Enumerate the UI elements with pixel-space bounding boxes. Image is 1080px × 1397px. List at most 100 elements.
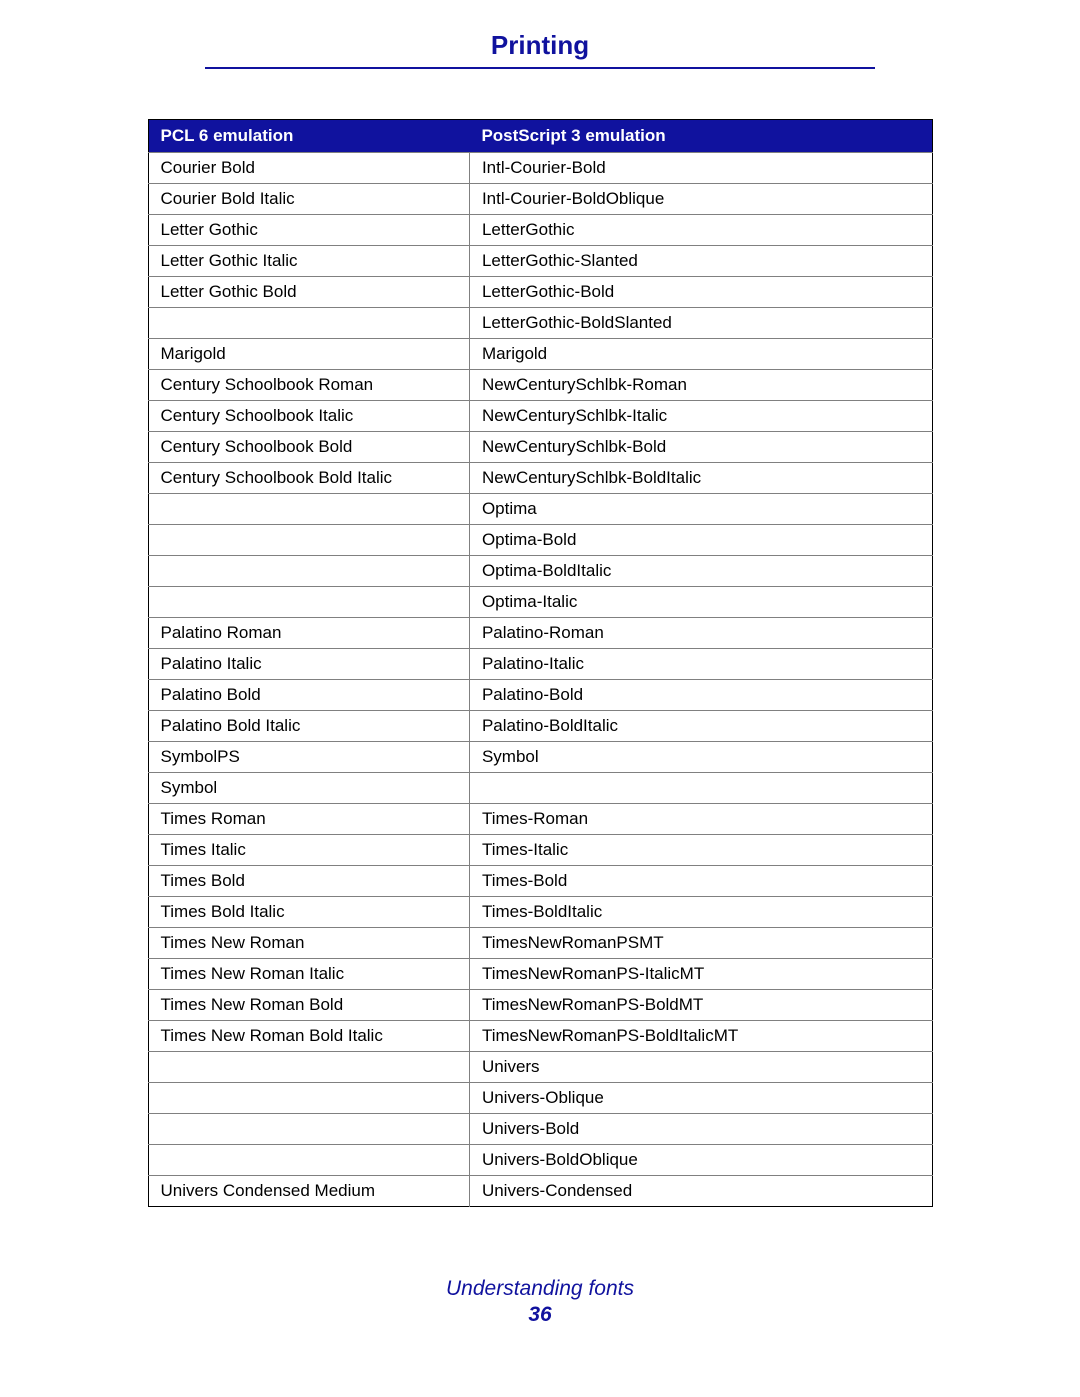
cell-postscript3: Palatino-BoldItalic [469,711,932,742]
cell-postscript3: TimesNewRomanPS-BoldItalicMT [469,1021,932,1052]
table-header-row: PCL 6 emulation PostScript 3 emulation [148,120,932,153]
cell-postscript3: Univers-BoldOblique [469,1145,932,1176]
table-row: Optima-Italic [148,587,932,618]
table-row: Times BoldTimes-Bold [148,866,932,897]
table-row: Optima-BoldItalic [148,556,932,587]
cell-postscript3: NewCenturySchlbk-Italic [469,401,932,432]
cell-pcl6: Times New Roman Bold [148,990,469,1021]
table-row: Palatino RomanPalatino-Roman [148,618,932,649]
cell-postscript3: Univers-Bold [469,1114,932,1145]
table-row: Univers-Bold [148,1114,932,1145]
table-row: Courier Bold ItalicIntl-Courier-BoldObli… [148,184,932,215]
cell-postscript3 [469,773,932,804]
table-row: SymbolPSSymbol [148,742,932,773]
page-title: Printing [205,30,875,67]
cell-postscript3: Intl-Courier-BoldOblique [469,184,932,215]
cell-postscript3: NewCenturySchlbk-Roman [469,370,932,401]
cell-postscript3: LetterGothic [469,215,932,246]
table-row: Times RomanTimes-Roman [148,804,932,835]
table-row: Univers [148,1052,932,1083]
cell-pcl6: Times New Roman Italic [148,959,469,990]
table-row: Palatino Bold ItalicPalatino-BoldItalic [148,711,932,742]
cell-postscript3: Marigold [469,339,932,370]
cell-pcl6: Palatino Bold [148,680,469,711]
table-row: Letter Gothic ItalicLetterGothic-Slanted [148,246,932,277]
table-row: Century Schoolbook Bold ItalicNewCentury… [148,463,932,494]
table-row: Times New Roman ItalicTimesNewRomanPS-It… [148,959,932,990]
font-emulation-table: PCL 6 emulation PostScript 3 emulation C… [148,119,933,1207]
cell-pcl6: Century Schoolbook Bold Italic [148,463,469,494]
table-row: Univers Condensed MediumUnivers-Condense… [148,1176,932,1207]
cell-postscript3: TimesNewRomanPS-BoldMT [469,990,932,1021]
table-row: Times New Roman Bold ItalicTimesNewRoman… [148,1021,932,1052]
cell-postscript3: Palatino-Roman [469,618,932,649]
table-row: Century Schoolbook ItalicNewCenturySchlb… [148,401,932,432]
cell-postscript3: Optima-Bold [469,525,932,556]
cell-postscript3: Optima-Italic [469,587,932,618]
cell-pcl6 [148,556,469,587]
cell-pcl6: Times Italic [148,835,469,866]
table-row: Letter Gothic BoldLetterGothic-Bold [148,277,932,308]
table-row: Times New RomanTimesNewRomanPSMT [148,928,932,959]
cell-pcl6: SymbolPS [148,742,469,773]
cell-pcl6: Times Roman [148,804,469,835]
cell-pcl6: Courier Bold Italic [148,184,469,215]
cell-postscript3: Palatino-Bold [469,680,932,711]
table-body: Courier BoldIntl-Courier-BoldCourier Bol… [148,153,932,1207]
cell-pcl6: Palatino Bold Italic [148,711,469,742]
cell-pcl6: Times Bold Italic [148,897,469,928]
table-row: Times New Roman BoldTimesNewRomanPS-Bold… [148,990,932,1021]
cell-pcl6: Letter Gothic Italic [148,246,469,277]
cell-postscript3: Times-BoldItalic [469,897,932,928]
cell-postscript3: Univers-Condensed [469,1176,932,1207]
table-row: Century Schoolbook BoldNewCenturySchlbk-… [148,432,932,463]
cell-pcl6: Century Schoolbook Roman [148,370,469,401]
table-row: Courier BoldIntl-Courier-Bold [148,153,932,184]
cell-pcl6 [148,1083,469,1114]
cell-postscript3: Univers [469,1052,932,1083]
cell-postscript3: LetterGothic-Bold [469,277,932,308]
cell-postscript3: Palatino-Italic [469,649,932,680]
cell-pcl6: Courier Bold [148,153,469,184]
cell-postscript3: Optima [469,494,932,525]
cell-pcl6: Century Schoolbook Bold [148,432,469,463]
cell-pcl6: Palatino Italic [148,649,469,680]
col-pcl6: PCL 6 emulation [148,120,469,153]
cell-pcl6: Univers Condensed Medium [148,1176,469,1207]
cell-postscript3: LetterGothic-Slanted [469,246,932,277]
header-rule [205,67,875,69]
cell-postscript3: NewCenturySchlbk-Bold [469,432,932,463]
footer-page-number: 36 [0,1303,1080,1327]
cell-pcl6 [148,587,469,618]
cell-pcl6: Times New Roman Bold Italic [148,1021,469,1052]
cell-postscript3: Times-Bold [469,866,932,897]
table-row: Palatino BoldPalatino-Bold [148,680,932,711]
table-row: Optima [148,494,932,525]
cell-postscript3: LetterGothic-BoldSlanted [469,308,932,339]
cell-pcl6: Times Bold [148,866,469,897]
table-row: Times Bold ItalicTimes-BoldItalic [148,897,932,928]
cell-pcl6: Letter Gothic [148,215,469,246]
cell-postscript3: TimesNewRomanPS-ItalicMT [469,959,932,990]
cell-pcl6 [148,1114,469,1145]
page-header: Printing [205,30,875,69]
cell-postscript3: Optima-BoldItalic [469,556,932,587]
col-postscript3: PostScript 3 emulation [469,120,932,153]
table-row: Univers-Oblique [148,1083,932,1114]
table-row: Symbol [148,773,932,804]
cell-pcl6 [148,1145,469,1176]
cell-pcl6: Palatino Roman [148,618,469,649]
cell-pcl6: Letter Gothic Bold [148,277,469,308]
footer-subtitle: Understanding fonts [0,1277,1080,1301]
table-row: Letter GothicLetterGothic [148,215,932,246]
table-row: Palatino ItalicPalatino-Italic [148,649,932,680]
table-row: Optima-Bold [148,525,932,556]
cell-pcl6 [148,308,469,339]
cell-postscript3: Intl-Courier-Bold [469,153,932,184]
cell-pcl6: Times New Roman [148,928,469,959]
cell-pcl6: Symbol [148,773,469,804]
table-row: LetterGothic-BoldSlanted [148,308,932,339]
cell-pcl6: Century Schoolbook Italic [148,401,469,432]
table-row: MarigoldMarigold [148,339,932,370]
cell-postscript3: TimesNewRomanPSMT [469,928,932,959]
